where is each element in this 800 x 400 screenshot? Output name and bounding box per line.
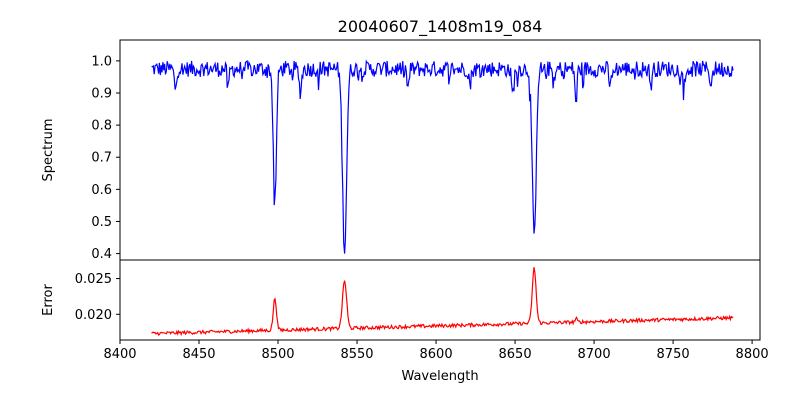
error-y-ticks: 0.020 0.025 [75, 272, 120, 323]
error-axes-frame [119, 259, 761, 341]
spectrum-series-line [151, 59, 734, 254]
spectrum-y-tick-label: 0.7 [91, 151, 112, 166]
spectrum-y-tick-label: 1.0 [91, 54, 112, 69]
error-y-tick-label: 0.025 [75, 272, 112, 287]
error-y-axis-label: Error [41, 284, 56, 316]
spectrum-y-tick-label: 0.6 [91, 183, 112, 198]
error-panel: 0.020 0.025 Error [41, 259, 761, 341]
x-tick-label: 8600 [420, 347, 453, 362]
x-tick-label: 8650 [499, 347, 532, 362]
spectrum-y-tick-label: 0.4 [91, 247, 112, 262]
error-y-tick-label: 0.020 [75, 308, 112, 323]
x-tick-label: 8500 [261, 347, 294, 362]
x-tick-label: 8750 [657, 347, 690, 362]
x-tick-label: 8700 [578, 347, 611, 362]
x-axis-label: Wavelength [401, 369, 478, 384]
spectrum-y-tick-label: 0.9 [91, 86, 112, 101]
x-tick-label: 8550 [340, 347, 373, 362]
spectrum-y-ticks: 0.4 0.5 0.6 0.7 0.8 0.9 1.0 [91, 54, 120, 262]
error-series-line [151, 267, 734, 337]
spectrum-y-tick-label: 0.5 [91, 215, 112, 230]
spectrum-y-tick-label: 0.8 [91, 119, 112, 134]
x-tick-label: 8400 [103, 347, 136, 362]
x-tick-label: 8450 [182, 347, 215, 362]
x-tick-label: 8800 [736, 347, 769, 362]
x-axis-ticks: 8400 8450 8500 8550 8600 8650 8700 8750 8800 [103, 340, 769, 362]
spectrum-y-axis-label: Spectrum [41, 119, 56, 182]
chart-title: 20040607_1408m19_084 [338, 17, 543, 37]
